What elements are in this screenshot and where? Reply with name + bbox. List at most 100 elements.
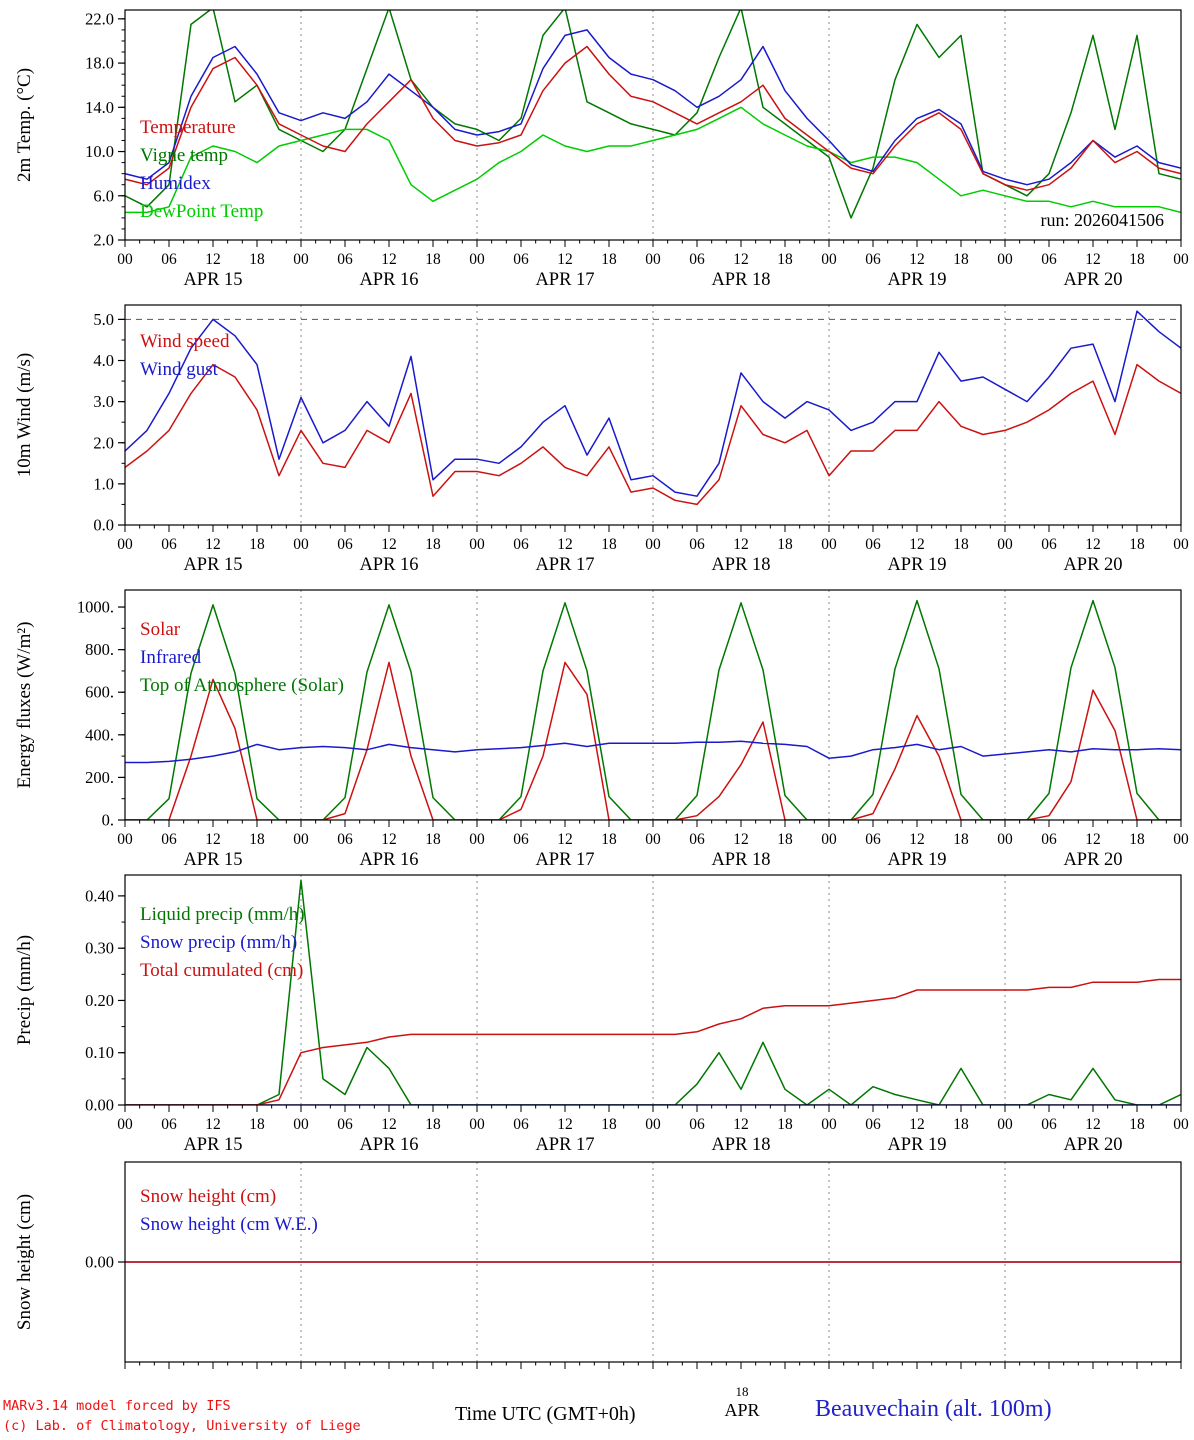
svg-text:APR 19: APR 19 — [887, 1135, 946, 1150]
svg-text:4.0: 4.0 — [93, 351, 114, 370]
svg-text:12: 12 — [733, 251, 749, 268]
svg-text:06: 06 — [513, 1116, 529, 1133]
svg-text:18: 18 — [601, 1116, 617, 1133]
energy-flux-legend: Solar Infrared Top of Atmosphere (Solar) — [140, 616, 344, 700]
legend-item-vigne-temp: Vigne temp — [140, 145, 229, 166]
svg-text:18: 18 — [249, 536, 265, 553]
svg-text:18: 18 — [953, 831, 969, 848]
model-credit-line1: MARv3.14 model forced by IFS — [3, 1398, 231, 1414]
legend-item-snow-height: Snow height (cm) — [140, 1186, 277, 1207]
svg-text:APR 19: APR 19 — [887, 555, 946, 570]
station-title: Beauvechain (alt. 100m) — [815, 1396, 1052, 1422]
legend-item-snow-precip: Snow precip (mm/h) — [140, 932, 298, 953]
svg-text:06: 06 — [161, 1116, 177, 1133]
svg-text:0.10: 0.10 — [85, 1043, 114, 1062]
svg-text:18: 18 — [1129, 251, 1145, 268]
temperature-legend: Temperature Vigne temp Humidex DewPoint … — [140, 114, 263, 226]
legend-item-total-cumulated: Total cumulated (cm) — [140, 960, 304, 981]
svg-text:06: 06 — [1041, 1116, 1057, 1133]
svg-text:18: 18 — [425, 831, 441, 848]
svg-text:00: 00 — [645, 831, 661, 848]
svg-text:18: 18 — [1129, 831, 1145, 848]
svg-text:00: 00 — [293, 1116, 309, 1133]
svg-text:APR 18: APR 18 — [711, 850, 770, 865]
svg-text:APR 16: APR 16 — [359, 1135, 418, 1150]
svg-text:00: 00 — [645, 536, 661, 553]
svg-text:06: 06 — [1041, 536, 1057, 553]
svg-text:0.00: 0.00 — [85, 1096, 114, 1115]
svg-text:Snow height (cm): Snow height (cm) — [14, 1194, 35, 1330]
svg-text:600.: 600. — [85, 683, 114, 702]
svg-text:06: 06 — [689, 251, 705, 268]
svg-text:06: 06 — [161, 831, 177, 848]
svg-text:0.00: 0.00 — [85, 1253, 114, 1272]
svg-text:06: 06 — [161, 536, 177, 553]
svg-text:00: 00 — [469, 536, 485, 553]
svg-text:00: 00 — [997, 251, 1013, 268]
svg-text:18: 18 — [1129, 1116, 1145, 1133]
svg-text:00: 00 — [821, 251, 837, 268]
svg-text:APR 15: APR 15 — [183, 1135, 242, 1150]
svg-text:APR 15: APR 15 — [183, 270, 242, 290]
svg-text:18: 18 — [249, 831, 265, 848]
axis-day-label: 18 APR — [716, 1384, 768, 1421]
svg-text:APR 17: APR 17 — [535, 850, 594, 865]
svg-text:12: 12 — [381, 536, 397, 553]
svg-text:18: 18 — [601, 536, 617, 553]
svg-text:2.0: 2.0 — [93, 231, 114, 250]
svg-text:18: 18 — [601, 251, 617, 268]
svg-text:APR 16: APR 16 — [359, 270, 418, 290]
svg-text:10.0: 10.0 — [85, 142, 114, 161]
svg-text:12: 12 — [381, 1116, 397, 1133]
svg-text:18: 18 — [425, 536, 441, 553]
legend-item-humidex: Humidex — [140, 173, 211, 194]
svg-text:12: 12 — [205, 831, 221, 848]
svg-text:18: 18 — [425, 1116, 441, 1133]
svg-text:00: 00 — [821, 1116, 837, 1133]
svg-text:18: 18 — [777, 251, 793, 268]
svg-text:06: 06 — [865, 1116, 881, 1133]
svg-text:18.0: 18.0 — [85, 54, 114, 73]
svg-text:12: 12 — [733, 1116, 749, 1133]
svg-text:00: 00 — [293, 251, 309, 268]
svg-text:00: 00 — [117, 536, 133, 553]
svg-text:12: 12 — [205, 536, 221, 553]
svg-text:18: 18 — [1129, 536, 1145, 553]
legend-item-solar: Solar — [140, 619, 181, 640]
svg-text:12: 12 — [733, 831, 749, 848]
svg-text:12: 12 — [557, 1116, 573, 1133]
svg-text:10m Wind (m/s): 10m Wind (m/s) — [14, 353, 35, 478]
svg-text:00: 00 — [645, 1116, 661, 1133]
svg-text:12: 12 — [909, 536, 925, 553]
svg-text:06: 06 — [337, 1116, 353, 1133]
svg-text:APR 17: APR 17 — [535, 1135, 594, 1150]
svg-text:18: 18 — [953, 1116, 969, 1133]
svg-text:APR 19: APR 19 — [887, 850, 946, 865]
svg-text:00: 00 — [117, 1116, 133, 1133]
time-axis-title: Time UTC (GMT+0h) — [455, 1403, 636, 1425]
svg-text:00: 00 — [1173, 831, 1189, 848]
svg-text:12: 12 — [557, 536, 573, 553]
svg-text:APR 20: APR 20 — [1063, 850, 1122, 865]
svg-text:00: 00 — [117, 251, 133, 268]
svg-text:06: 06 — [1041, 251, 1057, 268]
svg-text:APR 16: APR 16 — [359, 555, 418, 570]
svg-text:00: 00 — [997, 536, 1013, 553]
svg-text:00: 00 — [469, 1116, 485, 1133]
svg-text:18: 18 — [777, 831, 793, 848]
legend-item-liquid-precip: Liquid precip (mm/h) — [140, 904, 305, 925]
model-credit: MARv3.14 model forced by IFS (c) Lab. of… — [3, 1396, 361, 1436]
svg-text:00: 00 — [293, 536, 309, 553]
svg-text:00: 00 — [645, 251, 661, 268]
svg-text:06: 06 — [865, 536, 881, 553]
svg-text:APR 20: APR 20 — [1063, 1135, 1122, 1150]
svg-text:APR 18: APR 18 — [711, 1135, 770, 1150]
legend-item-dewpoint: DewPoint Temp — [140, 201, 264, 222]
wind-legend: Wind speed Wind gust — [140, 328, 229, 384]
svg-text:06: 06 — [337, 536, 353, 553]
svg-text:1000.: 1000. — [77, 598, 114, 617]
svg-text:06: 06 — [513, 251, 529, 268]
legend-item-wind-gust: Wind gust — [140, 359, 218, 380]
svg-text:06: 06 — [689, 831, 705, 848]
